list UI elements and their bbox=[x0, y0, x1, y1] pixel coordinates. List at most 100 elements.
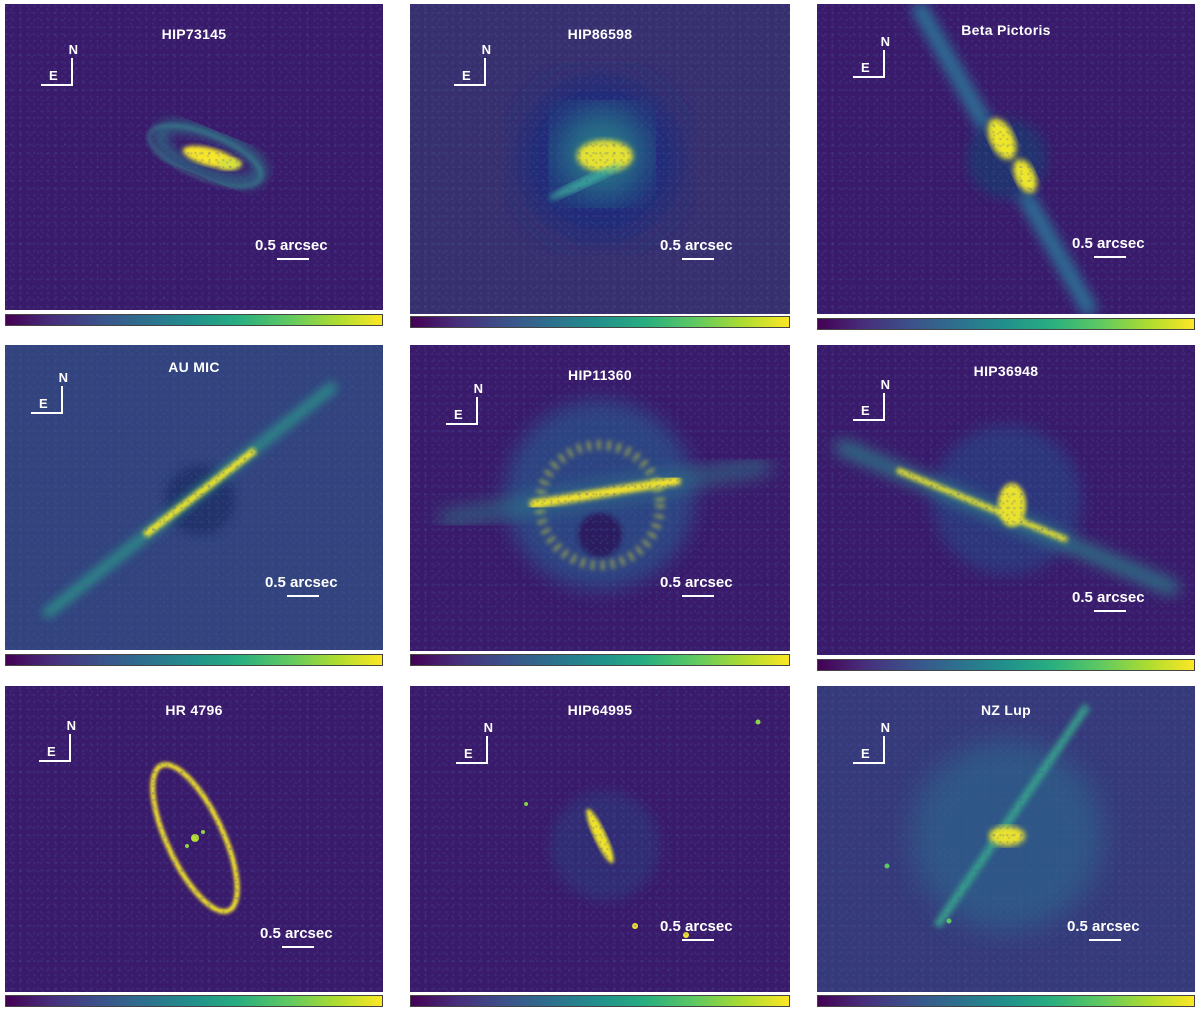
disk-beta-pictoris bbox=[910, 4, 1099, 314]
compass-indicator: N E bbox=[35, 718, 76, 768]
compass-indicator: N E bbox=[37, 42, 78, 92]
scale-bar: 0.5 arcsec bbox=[660, 237, 770, 265]
colorbar bbox=[817, 318, 1195, 330]
panel-title: AU MIC bbox=[168, 359, 220, 375]
panel-title: HIP64995 bbox=[567, 702, 633, 718]
colorbar bbox=[410, 316, 790, 328]
disk-image bbox=[5, 4, 383, 310]
east-label: E bbox=[861, 60, 870, 75]
scale-line bbox=[682, 939, 714, 941]
east-arrow bbox=[853, 419, 883, 421]
scale-bar: 0.5 arcsec bbox=[1067, 918, 1177, 946]
panel-hip36948: HIP36948 N E 0.5 arcsec bbox=[817, 345, 1195, 671]
north-arrow bbox=[476, 397, 478, 425]
panel-nz-lup: NZ Lup N E 0.5 arcsec bbox=[817, 686, 1195, 1007]
scale-bar: 0.5 arcsec bbox=[260, 925, 370, 953]
north-label: N bbox=[66, 718, 76, 733]
colorbar bbox=[5, 654, 383, 666]
scale-label: 0.5 arcsec bbox=[260, 925, 333, 942]
north-arrow bbox=[484, 58, 486, 86]
scale-label: 0.5 arcsec bbox=[660, 574, 733, 591]
disk-image bbox=[410, 4, 790, 314]
north-label: N bbox=[880, 720, 890, 735]
disk-image bbox=[817, 4, 1195, 314]
east-arrow bbox=[446, 423, 476, 425]
disk-image bbox=[817, 686, 1195, 992]
scale-line bbox=[287, 595, 319, 597]
scale-label: 0.5 arcsec bbox=[255, 237, 328, 254]
north-label: N bbox=[483, 720, 493, 735]
scale-bar: 0.5 arcsec bbox=[660, 574, 770, 602]
north-label: N bbox=[880, 377, 890, 392]
disk-image bbox=[5, 345, 383, 650]
east-label: E bbox=[39, 396, 48, 411]
panel-hip73145: HIP73145 N E 0.5 arcsec bbox=[5, 4, 383, 326]
east-label: E bbox=[454, 407, 463, 422]
north-label: N bbox=[68, 42, 78, 57]
scale-label: 0.5 arcsec bbox=[1072, 235, 1145, 252]
scale-label: 0.5 arcsec bbox=[1072, 589, 1145, 606]
panel-title: HIP86598 bbox=[567, 26, 633, 42]
panel-hr4796: HR 4796 N E 0.5 arcsec bbox=[5, 686, 383, 1007]
scale-line bbox=[1089, 939, 1121, 941]
scale-bar: 0.5 arcsec bbox=[255, 237, 365, 265]
colorbar bbox=[5, 314, 383, 326]
disk-image bbox=[410, 686, 790, 992]
disk-hip73145 bbox=[147, 121, 267, 188]
scale-line bbox=[682, 595, 714, 597]
disk-au-mic bbox=[41, 381, 339, 619]
disk-image bbox=[5, 686, 383, 992]
panel-title: HIP73145 bbox=[161, 26, 227, 42]
east-arrow bbox=[853, 762, 883, 764]
east-label: E bbox=[49, 68, 58, 83]
north-arrow bbox=[883, 50, 885, 78]
panel-hip64995: HIP64995 N E 0.5 arcsec bbox=[410, 686, 790, 1007]
east-arrow bbox=[853, 76, 883, 78]
east-arrow bbox=[454, 84, 484, 86]
scale-bar: 0.5 arcsec bbox=[265, 574, 375, 602]
east-label: E bbox=[47, 744, 56, 759]
panel-title: NZ Lup bbox=[980, 702, 1031, 718]
north-label: N bbox=[58, 370, 68, 385]
colorbar bbox=[410, 654, 790, 666]
north-arrow bbox=[883, 393, 885, 421]
east-label: E bbox=[861, 403, 870, 418]
east-label: E bbox=[464, 746, 473, 761]
scale-bar: 0.5 arcsec bbox=[1072, 235, 1182, 263]
compass-indicator: N E bbox=[849, 34, 890, 84]
panel-title: HIP11360 bbox=[568, 367, 632, 383]
disk-hip36948 bbox=[834, 425, 1180, 596]
north-arrow bbox=[69, 734, 71, 762]
disk-hip11360 bbox=[439, 400, 771, 590]
east-arrow bbox=[456, 762, 486, 764]
north-arrow bbox=[71, 58, 73, 86]
scale-line bbox=[277, 258, 309, 260]
disk-hip64995 bbox=[524, 719, 761, 938]
scale-label: 0.5 arcsec bbox=[1067, 918, 1140, 935]
scale-bar: 0.5 arcsec bbox=[660, 918, 770, 946]
scale-label: 0.5 arcsec bbox=[660, 918, 733, 935]
disk-hr4796 bbox=[150, 762, 240, 914]
scale-line bbox=[282, 946, 314, 948]
scale-line bbox=[1094, 610, 1126, 612]
compass-indicator: N E bbox=[450, 42, 491, 92]
panel-title: HIP36948 bbox=[973, 363, 1039, 379]
north-arrow bbox=[883, 736, 885, 764]
east-arrow bbox=[41, 84, 71, 86]
disk-image bbox=[817, 345, 1195, 655]
scale-bar: 0.5 arcsec bbox=[1072, 589, 1182, 617]
east-arrow bbox=[39, 760, 69, 762]
compass-indicator: N E bbox=[442, 381, 483, 431]
disk-hip86598 bbox=[520, 79, 680, 239]
panel-hip86598: HIP86598 N E 0.5 arcsec bbox=[410, 4, 790, 330]
panel-title: Beta Pictoris bbox=[961, 22, 1051, 38]
scale-label: 0.5 arcsec bbox=[265, 574, 338, 591]
colorbar bbox=[817, 659, 1195, 671]
panel-title: HR 4796 bbox=[165, 702, 223, 718]
east-label: E bbox=[462, 68, 471, 83]
east-label: E bbox=[861, 746, 870, 761]
north-label: N bbox=[880, 34, 890, 49]
compass-indicator: N E bbox=[27, 370, 68, 420]
compass-indicator: N E bbox=[849, 377, 890, 427]
north-arrow bbox=[486, 736, 488, 764]
